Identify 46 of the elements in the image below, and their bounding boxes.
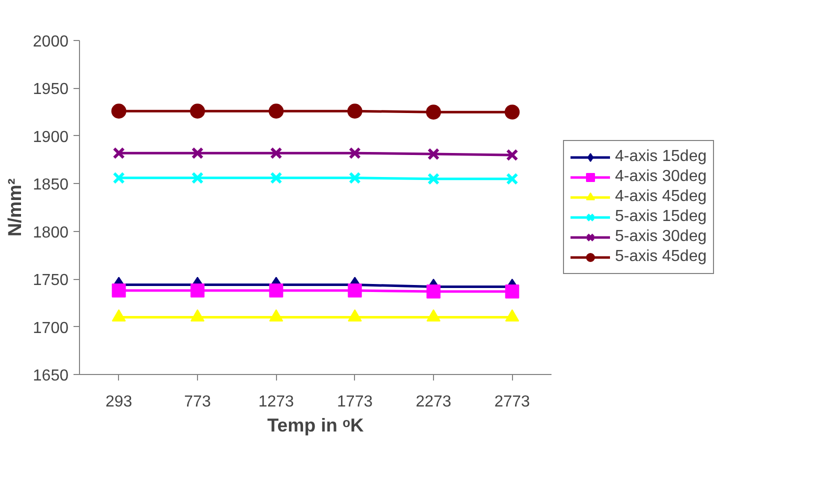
point	[270, 172, 282, 184]
y-tick-label: 1900	[32, 128, 69, 146]
x-tick-label: 2273	[416, 394, 452, 410]
legend-label: 5-axis 30deg	[615, 228, 707, 246]
y-tick-label: 1700	[32, 320, 69, 337]
legend-label: 4-axis 15deg	[615, 148, 707, 166]
x-tick-label: 2773	[494, 394, 530, 410]
x-tick-label: 293	[105, 394, 132, 410]
y-tick-label: 1800	[32, 224, 69, 242]
point	[268, 104, 284, 119]
point	[506, 172, 518, 185]
y-tick-label: 1650	[32, 368, 69, 384]
y-axis-title: N/mm²	[4, 178, 25, 237]
point	[191, 147, 204, 160]
x-axis-title: Temp in ᵒK	[267, 414, 364, 436]
point	[269, 284, 284, 298]
x-tick-label: 1773	[337, 394, 373, 410]
point	[426, 284, 440, 298]
point	[112, 147, 125, 160]
point	[505, 284, 520, 298]
point	[191, 172, 204, 184]
point	[348, 147, 361, 160]
y-tick-label: 2000	[32, 34, 69, 50]
legend-label: 5-axis 45deg	[615, 248, 707, 266]
point	[348, 172, 361, 184]
y-tick-label: 1850	[32, 176, 69, 194]
point	[112, 284, 126, 298]
x-tick-label: 773	[184, 394, 211, 410]
y-tick-label: 1950	[32, 81, 69, 98]
point	[111, 104, 126, 119]
x-tick-label: 1273	[258, 394, 294, 410]
point	[348, 284, 362, 298]
y-tick-label: 1750	[32, 272, 69, 290]
legend-label: 4-axis 30deg	[615, 168, 707, 186]
point	[190, 104, 205, 119]
point	[427, 148, 440, 160]
point	[190, 284, 204, 298]
point	[506, 148, 518, 162]
point	[504, 104, 520, 120]
point	[112, 172, 125, 184]
legend-label: 4-axis 45deg	[615, 188, 707, 206]
point	[426, 104, 441, 120]
point	[427, 172, 440, 185]
legend-label: 5-axis 15deg	[615, 208, 707, 226]
point	[347, 104, 362, 119]
point	[270, 147, 282, 160]
